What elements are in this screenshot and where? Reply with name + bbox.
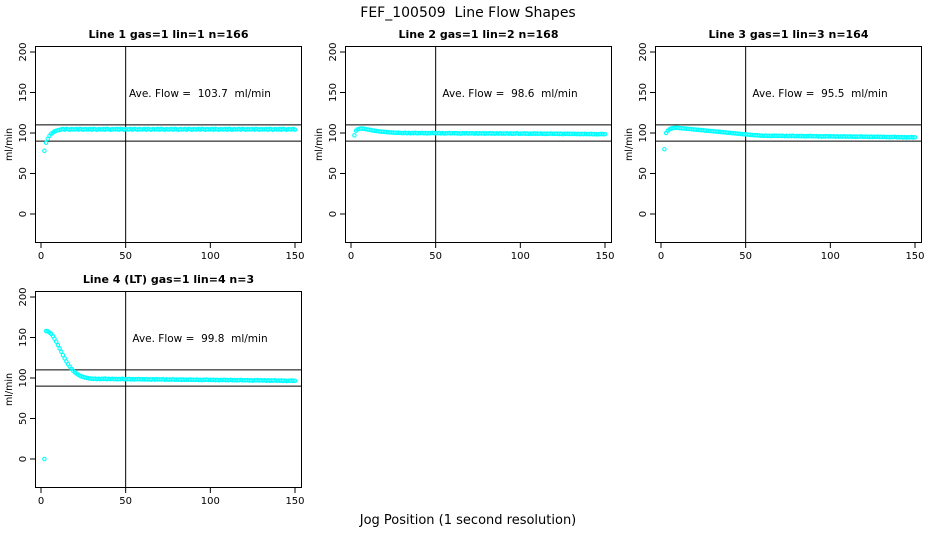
panel-line-2: 0 50 100 150 0 50 100 150 200 ml/min Line 2 gas=1… <box>314 28 615 262</box>
panel-title: Line 1 gas=1 lin=1 n=166 <box>88 28 249 41</box>
y-tick-label: 50 <box>638 167 649 180</box>
data-point <box>55 342 61 348</box>
y-tick-label: 200 <box>18 42 29 61</box>
avg-flow-annotation: Ave. Flow = 95.5 ml/min <box>752 88 888 100</box>
y-axis-title: ml/min <box>314 128 325 161</box>
y-tick-label: 50 <box>18 167 29 180</box>
figure-title: FEF_100509 Line Flow Shapes <box>360 5 576 21</box>
x-tick-label: 100 <box>201 251 220 262</box>
data-point <box>912 135 918 140</box>
x-tick-label: 0 <box>658 251 664 262</box>
data-point <box>352 133 357 138</box>
x-tick-label: 0 <box>38 496 44 507</box>
y-tick-label: 150 <box>328 83 339 102</box>
plot-area: 0 50 100 150 0 50 100 150 200 ml/min <box>4 287 305 507</box>
x-tick-label: 100 <box>511 251 530 262</box>
y-tick-label: 150 <box>638 83 649 102</box>
y-tick-label: 0 <box>18 456 29 462</box>
series-points <box>42 328 298 462</box>
data-point <box>911 135 916 140</box>
panel-line-3: 0 50 100 150 0 50 100 150 200 ml/min Line 3 gas=1… <box>624 28 925 262</box>
x-tick-label: 0 <box>348 251 354 262</box>
data-point <box>662 146 667 152</box>
data-point <box>43 140 49 145</box>
x-tick-label: 100 <box>821 251 840 262</box>
panel-line-4: 0 50 100 150 0 50 100 150 200 ml/min Line 4 (LT) … <box>4 273 305 507</box>
x-tick-label: 100 <box>201 496 220 507</box>
data-point <box>59 349 64 355</box>
y-tick-label: 150 <box>18 328 29 347</box>
series-points <box>662 125 918 152</box>
x-tick-label: 50 <box>739 251 752 262</box>
data-point <box>42 148 47 154</box>
data-point <box>42 456 47 462</box>
y-tick-label: 100 <box>18 368 29 387</box>
plot-frame <box>35 46 302 243</box>
x-tick-label: 0 <box>38 251 44 262</box>
y-tick-label: 0 <box>18 211 29 217</box>
x-tick-label: 150 <box>595 251 614 262</box>
plot-area: 0 50 100 150 0 50 100 150 200 ml/min <box>624 42 925 262</box>
panel-line-1: 0 50 100 150 0 50 100 150 200 ml/min Line 1 gas=1… <box>4 28 305 262</box>
y-tick-label: 50 <box>18 412 29 425</box>
y-axis-title: ml/min <box>4 128 15 161</box>
y-tick-label: 200 <box>638 42 649 61</box>
y-tick-label: 100 <box>328 123 339 142</box>
series-points <box>42 126 298 154</box>
panel-title: Line 2 gas=1 lin=2 n=168 <box>398 28 559 41</box>
y-tick-label: 200 <box>328 42 339 61</box>
y-tick-label: 100 <box>18 123 29 142</box>
y-axis-title: ml/min <box>624 128 635 161</box>
data-point <box>57 346 62 351</box>
avg-flow-annotation: Ave. Flow = 99.8 ml/min <box>132 333 268 345</box>
plot-area: 0 50 100 150 0 50 100 150 200 ml/min <box>314 42 615 262</box>
x-tick-label: 50 <box>429 251 442 262</box>
plot-frame <box>345 46 612 243</box>
y-tick-label: 200 <box>18 287 29 306</box>
avg-flow-annotation: Ave. Flow = 98.6 ml/min <box>442 88 578 100</box>
panel-title: Line 4 (LT) gas=1 lin=4 n=3 <box>82 273 255 286</box>
avg-flow-annotation: Ave. Flow = 103.7 ml/min <box>129 88 271 100</box>
y-tick-label: 50 <box>328 167 339 180</box>
data-point <box>602 131 608 137</box>
plot-frame <box>655 46 922 243</box>
data-point <box>601 132 606 137</box>
data-point <box>60 352 66 358</box>
data-point <box>292 127 298 132</box>
y-tick-label: 150 <box>18 83 29 102</box>
x-tick-label: 150 <box>905 251 924 262</box>
x-tick-label: 150 <box>285 496 304 507</box>
y-tick-label: 100 <box>638 123 649 142</box>
panel-title: Line 3 gas=1 lin=3 n=164 <box>708 28 869 41</box>
data-point <box>292 378 298 384</box>
y-tick-label: 0 <box>328 211 339 217</box>
x-tick-label: 150 <box>285 251 304 262</box>
x-tick-label: 50 <box>119 496 132 507</box>
data-point <box>53 339 59 344</box>
series-points <box>352 126 608 138</box>
y-tick-label: 0 <box>638 211 649 217</box>
y-axis-title: ml/min <box>4 373 15 406</box>
x-tick-label: 50 <box>119 251 132 262</box>
plot-area: 0 50 100 150 0 50 100 150 200 ml/min <box>4 42 305 262</box>
data-point <box>291 378 296 384</box>
plot-frame <box>35 291 302 488</box>
x-axis-label: Jog Position (1 second resolution) <box>359 513 577 528</box>
